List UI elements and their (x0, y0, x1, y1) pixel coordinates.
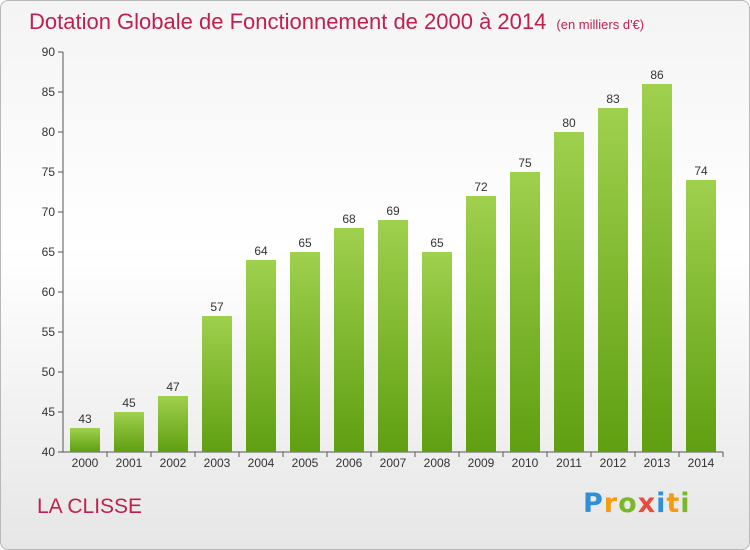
chart-title: Dotation Globale de Fonctionnement de 20… (29, 9, 644, 35)
bar-value-label: 80 (562, 116, 576, 130)
bar-value-label: 75 (518, 156, 532, 170)
logo-letter: P (583, 488, 604, 519)
bar-value-label: 74 (694, 164, 708, 178)
x-tick-label: 2000 (72, 456, 99, 470)
x-tick-label: 2003 (204, 456, 231, 470)
bar-value-label: 72 (474, 180, 488, 194)
bar (686, 180, 716, 452)
bar-value-label: 83 (606, 92, 620, 106)
bar (598, 108, 628, 452)
x-tick-label: 2002 (160, 456, 187, 470)
bar-value-label: 65 (298, 236, 312, 250)
bar (246, 260, 276, 452)
logo-letter: i (680, 488, 691, 519)
logo-letter: i (656, 488, 667, 519)
bar-value-label: 57 (210, 300, 224, 314)
bar (642, 84, 672, 452)
y-tick-label: 65 (42, 245, 56, 259)
bar (466, 196, 496, 452)
logo-letter: r (603, 488, 619, 519)
x-tick-label: 2007 (380, 456, 407, 470)
x-tick-label: 2012 (600, 456, 627, 470)
bar-value-label: 86 (650, 68, 664, 82)
bar (202, 316, 232, 452)
x-tick-label: 2013 (644, 456, 671, 470)
proxiti-logo: Proxiti (583, 488, 691, 519)
y-tick-label: 90 (42, 45, 56, 59)
bar (422, 252, 452, 452)
bar (510, 172, 540, 452)
commune-name: LA CLISSE (37, 495, 143, 518)
bar (290, 252, 320, 452)
bar-value-label: 43 (78, 412, 92, 426)
bar (158, 396, 188, 452)
bar-value-label: 45 (122, 396, 136, 410)
bar-value-label: 65 (430, 236, 444, 250)
bar (378, 220, 408, 452)
bar-value-label: 64 (254, 244, 268, 258)
logo-letter: x (637, 488, 657, 519)
y-tick-label: 50 (42, 365, 56, 379)
x-tick-label: 2008 (424, 456, 451, 470)
y-tick-label: 60 (42, 285, 56, 299)
chart-unit-note: (en milliers d'€) (556, 17, 645, 32)
bar-value-label: 68 (342, 212, 356, 226)
x-tick-label: 2004 (248, 456, 275, 470)
y-tick-label: 85 (42, 85, 56, 99)
x-tick-label: 2005 (292, 456, 319, 470)
bar (554, 132, 584, 452)
x-tick-label: 2014 (688, 456, 715, 470)
y-tick-label: 80 (42, 125, 56, 139)
y-tick-label: 55 (42, 325, 56, 339)
logo-letter: t (666, 488, 681, 519)
x-tick-label: 2001 (116, 456, 143, 470)
x-tick-label: 2010 (512, 456, 539, 470)
bar (114, 412, 144, 452)
y-tick-label: 70 (42, 205, 56, 219)
bar-value-label: 69 (386, 204, 400, 218)
chart-title-text: Dotation Globale de Fonctionnement de 20… (29, 9, 547, 34)
x-tick-label: 2006 (336, 456, 363, 470)
bar (334, 228, 364, 452)
x-tick-label: 2011 (556, 456, 582, 470)
y-tick-label: 45 (42, 405, 56, 419)
bar-value-label: 47 (166, 380, 180, 394)
bar (70, 428, 100, 452)
logo-letter: o (618, 488, 638, 519)
y-tick-label: 40 (42, 445, 56, 459)
y-tick-label: 75 (42, 165, 56, 179)
x-tick-label: 2009 (468, 456, 495, 470)
